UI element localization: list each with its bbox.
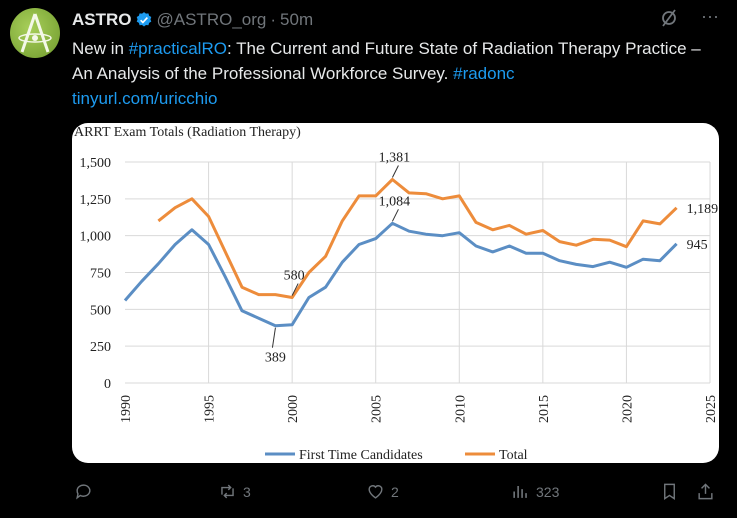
author-name[interactable]: ASTRO bbox=[72, 10, 132, 29]
legend-label-total: Total bbox=[499, 448, 528, 463]
chart-image[interactable]: ARRT Exam Totals (Radiation Therapy) 0 25… bbox=[72, 123, 719, 463]
x-tick-label: 2000 bbox=[286, 395, 301, 423]
verified-badge-icon bbox=[136, 12, 151, 27]
repost-button[interactable]: 3 bbox=[218, 482, 251, 501]
annotation-leader bbox=[391, 209, 399, 222]
views-button[interactable]: 323 bbox=[511, 482, 559, 501]
series-line-first-time-candidates bbox=[123, 221, 678, 328]
data-label: 389 bbox=[265, 351, 286, 366]
y-tick-label: 500 bbox=[90, 303, 111, 318]
heart-icon bbox=[368, 485, 383, 499]
avatar[interactable] bbox=[10, 8, 60, 58]
y-tick-label: 1,250 bbox=[80, 193, 112, 208]
annotation-leader bbox=[391, 165, 399, 178]
data-label: 580 bbox=[284, 269, 305, 284]
legend: First Time Candidates Total bbox=[265, 448, 528, 463]
x-tick-label: 2020 bbox=[620, 395, 635, 423]
more-options-icon[interactable]: ··· bbox=[701, 6, 719, 26]
x-tick-label: 2005 bbox=[370, 395, 385, 423]
separator: · bbox=[270, 10, 277, 29]
y-tick-label: 250 bbox=[90, 340, 111, 355]
reply-icon bbox=[76, 484, 91, 500]
y-tick-label: 1,000 bbox=[80, 230, 112, 245]
tweet-text-part: : The Current and Future State of Radiat… bbox=[72, 39, 701, 83]
tweet-link[interactable]: tinyurl.com/uricchio bbox=[72, 89, 218, 108]
y-tick-label: 1,500 bbox=[80, 156, 112, 171]
timestamp[interactable]: 50m bbox=[280, 10, 314, 29]
data-label: 1,381 bbox=[379, 151, 411, 166]
tweet-header: ASTRO @ASTRO_org · 50m bbox=[72, 9, 313, 31]
share-icon[interactable] bbox=[696, 482, 715, 501]
annotation-leader bbox=[271, 327, 276, 348]
tweet-text: New in #practicalRO: The Current and Fut… bbox=[72, 36, 722, 111]
y-tick-label: 750 bbox=[90, 267, 111, 282]
grok-icon[interactable] bbox=[659, 8, 679, 28]
legend-label-first-time: First Time Candidates bbox=[299, 448, 423, 463]
x-tick-label: 2010 bbox=[453, 395, 468, 423]
hashtag-radonc[interactable]: #radonc bbox=[453, 64, 515, 83]
chart-svg: ARRT Exam Totals (Radiation Therapy) 0 25… bbox=[74, 125, 719, 463]
author-handle[interactable]: @ASTRO_org bbox=[156, 10, 267, 29]
series-line-total bbox=[157, 178, 678, 299]
action-bar: 3 2 323 bbox=[72, 478, 722, 506]
bookmark-icon[interactable] bbox=[660, 482, 679, 501]
annotation-leader bbox=[291, 283, 299, 296]
view-count: 323 bbox=[536, 483, 560, 500]
astro-logo-icon bbox=[18, 13, 52, 53]
like-button[interactable]: 2 bbox=[366, 482, 399, 501]
repost-icon bbox=[221, 484, 234, 499]
y-tick-label: 0 bbox=[104, 377, 111, 392]
x-tick-label: 1990 bbox=[119, 395, 134, 423]
chart-title: ARRT Exam Totals (Radiation Therapy) bbox=[74, 125, 301, 140]
reply-button[interactable] bbox=[74, 482, 99, 501]
views-icon bbox=[513, 485, 527, 498]
data-label: 1,189 bbox=[687, 202, 719, 217]
data-label: 1,084 bbox=[379, 194, 411, 209]
data-label: 945 bbox=[687, 238, 708, 253]
tweet-text-part: New in bbox=[72, 39, 129, 58]
repost-count: 3 bbox=[243, 483, 251, 500]
like-count: 2 bbox=[391, 483, 399, 500]
x-tick-label: 2015 bbox=[537, 395, 552, 423]
x-tick-label: 2025 bbox=[704, 395, 719, 423]
hashtag-practicalro[interactable]: #practicalRO bbox=[128, 39, 227, 58]
x-tick-label: 1995 bbox=[203, 395, 218, 423]
